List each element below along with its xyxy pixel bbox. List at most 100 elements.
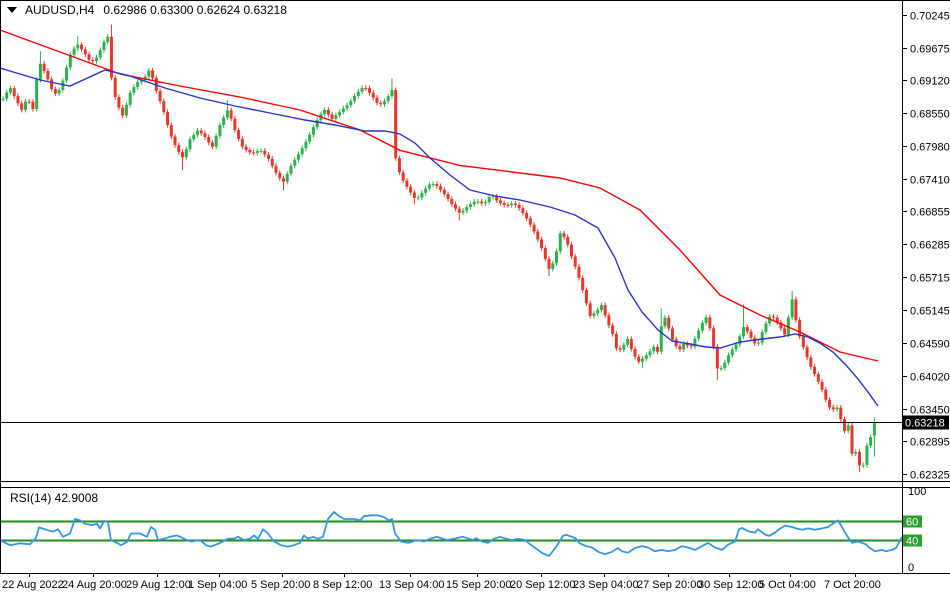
candle-body bbox=[528, 218, 532, 225]
candle-body bbox=[240, 138, 244, 147]
candle-body bbox=[132, 87, 136, 93]
candle-body bbox=[50, 79, 54, 90]
candle-body bbox=[80, 44, 84, 50]
candle-body bbox=[783, 328, 787, 335]
candle-body bbox=[53, 89, 57, 94]
time-tick-label: 29 Aug 12:00 bbox=[126, 579, 191, 591]
candle-body bbox=[648, 351, 652, 356]
price-tick-label: 0.64590 bbox=[910, 339, 950, 351]
candle-body bbox=[214, 135, 218, 147]
time-tick-label: 13 Sep 04:00 bbox=[379, 579, 444, 591]
candle-body bbox=[431, 183, 435, 185]
candle-body bbox=[278, 172, 282, 179]
rsi-level-badge bbox=[903, 515, 922, 528]
candle-body bbox=[345, 105, 349, 109]
candle-body bbox=[824, 389, 828, 400]
candle-body bbox=[199, 130, 203, 134]
price-tick-label: 0.62895 bbox=[910, 437, 950, 449]
candle-body bbox=[682, 343, 686, 350]
candle-body bbox=[386, 96, 390, 102]
candle-body bbox=[843, 419, 846, 431]
candle-body bbox=[248, 149, 252, 153]
candle-body bbox=[495, 196, 499, 201]
candle-body bbox=[23, 101, 27, 110]
candle-body bbox=[87, 54, 91, 60]
candle-body bbox=[270, 158, 274, 166]
candle-body bbox=[166, 112, 170, 126]
rsi-plot-area[interactable]: 60 40 100 0 bbox=[0, 486, 926, 574]
candle-body bbox=[618, 348, 622, 350]
candle-body bbox=[865, 445, 869, 465]
candle-body bbox=[670, 328, 674, 340]
candle-body bbox=[57, 89, 61, 94]
candle-body bbox=[517, 204, 521, 209]
time-tick-label: 15 Sep 20:00 bbox=[446, 579, 511, 591]
candle-body bbox=[124, 104, 128, 116]
candle-body bbox=[72, 48, 76, 55]
candle-body bbox=[469, 204, 472, 208]
candle-body bbox=[229, 110, 233, 119]
candle-body bbox=[109, 36, 113, 78]
candle-body bbox=[569, 244, 573, 257]
candle-body bbox=[102, 41, 106, 51]
candle-body bbox=[368, 88, 372, 93]
candle-body bbox=[596, 309, 600, 314]
candle-body bbox=[547, 258, 551, 269]
candle-body bbox=[756, 342, 760, 344]
candle-body bbox=[738, 336, 742, 345]
candle-body bbox=[8, 88, 12, 93]
candle-body bbox=[420, 192, 424, 198]
candle-body bbox=[188, 139, 192, 150]
candle-body bbox=[181, 152, 185, 158]
rsi-axis-max-label: 100 bbox=[908, 486, 926, 498]
candle-body bbox=[285, 173, 289, 182]
candle-body bbox=[850, 425, 854, 454]
time-tick-label: 1 Sep 04:00 bbox=[188, 579, 247, 591]
ma-fast-line bbox=[0, 67, 879, 407]
price-tick-label: 0.70245 bbox=[910, 11, 950, 23]
candle-body bbox=[424, 188, 428, 193]
candle-body bbox=[300, 148, 304, 155]
candle-body bbox=[708, 317, 712, 329]
candle-body bbox=[439, 186, 443, 190]
candle-body bbox=[38, 63, 42, 80]
chart-titlebar: AUDUSD,H4 0.62986 0.63300 0.62624 0.6321… bbox=[0, 0, 287, 20]
candle-body bbox=[745, 327, 749, 332]
candle-body bbox=[727, 355, 731, 363]
candle-body bbox=[296, 154, 300, 160]
candle-body bbox=[184, 149, 188, 158]
candle-body bbox=[192, 134, 196, 140]
candle-body bbox=[730, 349, 734, 356]
candle-body bbox=[506, 204, 510, 206]
rsi-line bbox=[0, 511, 903, 557]
candle-body bbox=[416, 197, 420, 199]
price-tick-label: 0.66285 bbox=[910, 240, 950, 252]
candle-body bbox=[31, 101, 35, 109]
candle-body bbox=[491, 196, 495, 198]
candle-body bbox=[719, 368, 723, 370]
candle-body bbox=[267, 154, 271, 159]
symbol-timeframe-label: AUDUSD,H4 bbox=[25, 3, 95, 17]
price-axis[interactable]: 0.63218 0.70245 0.69675 0.69120 0.68550 0.679… bbox=[902, 11, 950, 482]
candle-body bbox=[177, 145, 181, 153]
candle-body bbox=[210, 142, 214, 147]
candle-body bbox=[233, 118, 237, 131]
time-tick-label: 5 Oct 04:00 bbox=[759, 579, 816, 591]
ohlc-values-label: 0.62986 0.63300 0.62624 0.63218 bbox=[103, 3, 287, 17]
candle-body bbox=[513, 203, 517, 205]
candle-body bbox=[304, 141, 308, 149]
rsi-indicator-label: RSI(14) 42.9008 bbox=[10, 491, 99, 505]
candle-body bbox=[255, 151, 259, 153]
candle-body bbox=[360, 87, 364, 92]
candle-body bbox=[644, 355, 648, 359]
current-price-badge-label: 0.63218 bbox=[905, 418, 945, 430]
candle-body bbox=[551, 263, 555, 269]
candle-body bbox=[828, 399, 832, 408]
price-plot-area[interactable] bbox=[0, 24, 902, 472]
candle-body bbox=[483, 202, 487, 204]
candle-body bbox=[136, 82, 140, 88]
symbol-dropdown-icon[interactable] bbox=[7, 7, 17, 13]
candle-body bbox=[106, 36, 110, 42]
